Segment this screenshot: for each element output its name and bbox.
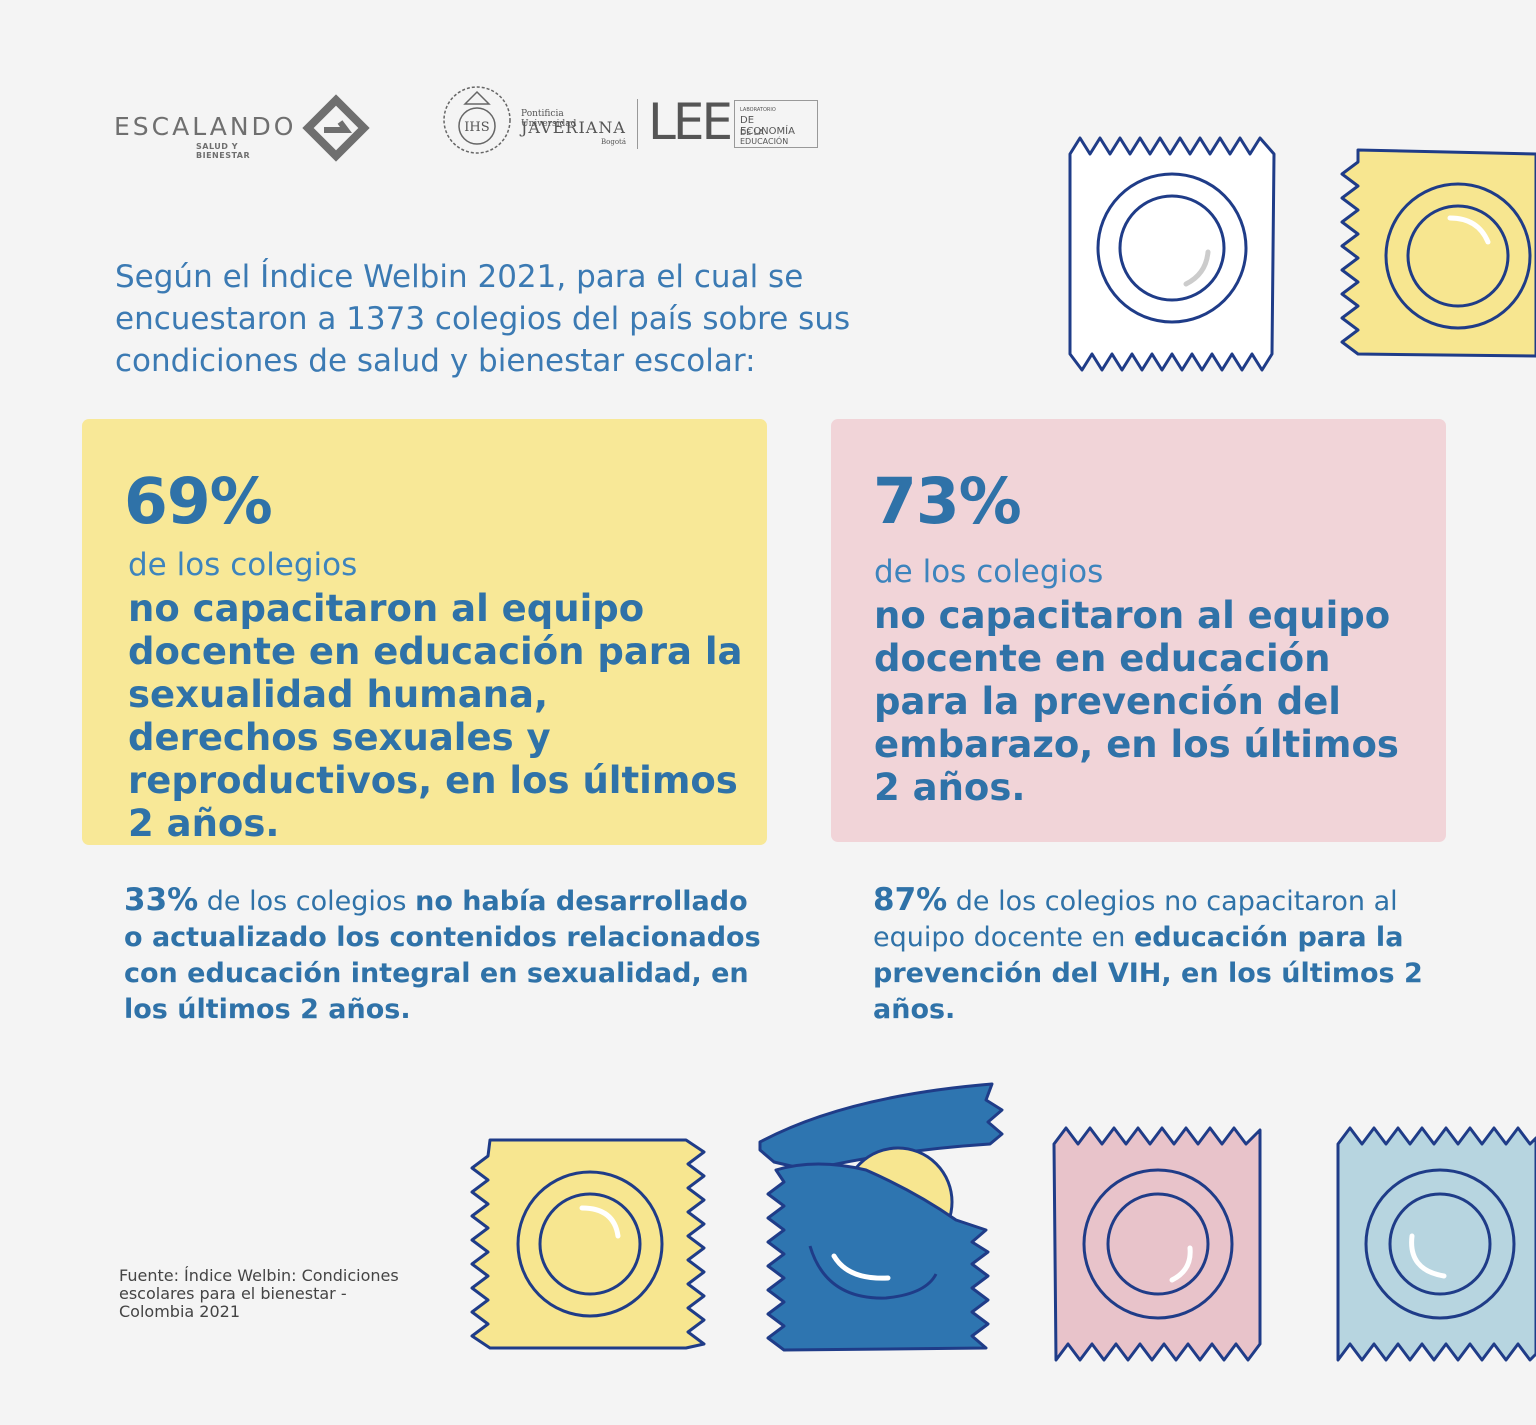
escalando-tagline: SALUD Y BIENESTAR — [196, 142, 251, 160]
card-subtitle: de los colegios — [874, 554, 1104, 590]
stat-33: 33% de los colegios no había desarrollad… — [124, 882, 764, 1028]
lee-line-3: DE LA EDUCACIÓN — [740, 128, 789, 146]
stat-percent: 33% — [124, 882, 199, 918]
stat-text-regular: de los colegios — [206, 886, 407, 917]
escalando-diamond-icon — [302, 94, 370, 162]
stat-card-73: 73% de los colegios no capacitaron al eq… — [831, 419, 1446, 842]
lee-line-2: DE ECONOMÍA — [740, 115, 795, 137]
escalando-wordmark: ESCALANDO — [114, 112, 297, 141]
javeriana-seal-icon: IHS — [443, 86, 511, 154]
condom-packet-open-blue-icon — [758, 1082, 1004, 1352]
javeriana-city: Bogotá — [601, 138, 627, 146]
stat-text-bold: educación para la prevención del VIH, en… — [873, 922, 1423, 1025]
card-body: no capacitaron al equipo docente en educ… — [128, 587, 743, 845]
stat-card-69: 69% de los colegios no capacitaron al eq… — [82, 419, 767, 845]
stat-87: 87% de los colegios no capacitaron al eq… — [873, 882, 1433, 1028]
condom-packet-white-icon — [1068, 136, 1276, 372]
condom-packet-yellow-icon — [470, 1138, 706, 1350]
condom-packet-pink-icon — [1052, 1126, 1262, 1362]
card-subtitle: de los colegios — [128, 547, 358, 583]
lee-line-1: LABORATORIO — [740, 107, 776, 113]
source-note: Fuente: Índice Welbin: Condiciones escol… — [119, 1266, 399, 1321]
intro-text: Según el Índice Welbin 2021, para el cua… — [115, 259, 851, 379]
card-body: no capacitaron al equipo docente en educ… — [874, 594, 1399, 809]
lee-wordmark: LEE — [648, 93, 733, 151]
logo-divider — [637, 99, 638, 149]
stat-percent: 87% — [873, 882, 948, 918]
condom-packet-yellow-icon — [1340, 148, 1536, 358]
javeriana-prefix: Pontificia Universidad — [521, 109, 577, 129]
stat-text-regular: de los colegios no capacitaron al equipo… — [873, 886, 1398, 953]
seal-letters: IHS — [464, 120, 489, 135]
stat-text-bold: no había desarrollado o actualizado los … — [124, 886, 761, 1025]
javeriana-name: JAVERIANA — [521, 118, 626, 137]
card-percent: 73% — [873, 465, 1022, 538]
condom-packet-light-blue-icon — [1336, 1126, 1536, 1362]
card-percent: 69% — [124, 465, 273, 538]
lee-box — [734, 100, 818, 148]
